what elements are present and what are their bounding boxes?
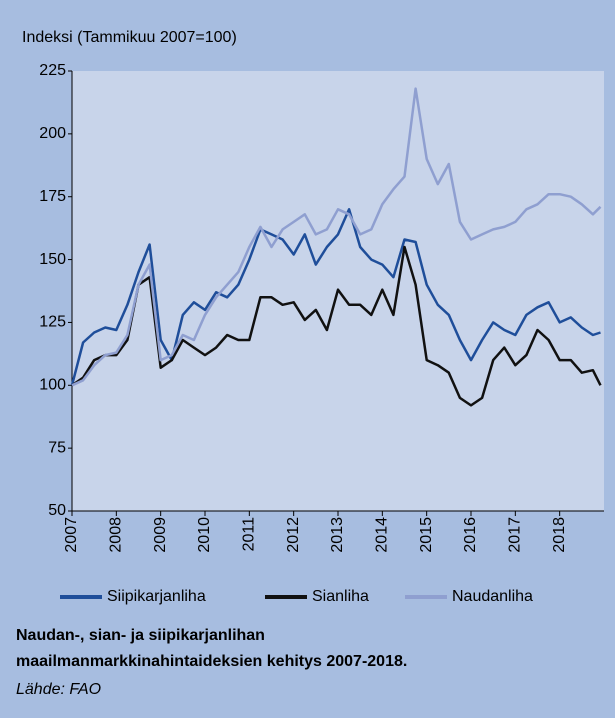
x-tick-label: 2016	[462, 517, 479, 553]
x-tick-label: 2017	[507, 517, 524, 553]
y-tick-label: 200	[39, 125, 66, 142]
series-line	[71, 87, 602, 387]
x-tick-label: 2010	[196, 517, 213, 553]
series-line	[71, 245, 602, 407]
x-tick-label: 2015	[418, 517, 435, 553]
legend-label: Sianliha	[312, 588, 369, 605]
y-axis-title: Indeksi (Tammikuu 2007=100)	[22, 29, 237, 46]
legend-label: Naudanliha	[452, 588, 533, 605]
legend-label: Siipikarjanliha	[107, 588, 206, 605]
caption: Naudan-, sian- ja siipikarjanlihan	[16, 627, 265, 644]
y-tick-label: 125	[39, 314, 66, 331]
x-tick-label: 2013	[329, 517, 346, 553]
x-tick-label: 2008	[108, 517, 125, 553]
series-line	[70, 208, 601, 386]
y-tick-label: 225	[39, 62, 66, 79]
x-tick-label: 2009	[152, 517, 169, 553]
x-tick-label: 2012	[285, 517, 302, 553]
y-tick-label: 50	[48, 502, 66, 519]
source: Lähde: FAO	[16, 681, 101, 698]
y-tick-label: 175	[39, 188, 66, 205]
y-tick-label: 100	[39, 377, 66, 394]
caption: maailmanmarkkinahintaideksien kehitys 20…	[16, 653, 407, 670]
y-tick-label: 75	[48, 439, 66, 456]
x-tick-label: 2011	[241, 517, 258, 552]
x-tick-label: 2007	[63, 517, 80, 553]
y-tick-label: 150	[39, 251, 66, 268]
x-tick-label: 2014	[374, 517, 391, 553]
x-tick-label: 2018	[551, 517, 568, 553]
